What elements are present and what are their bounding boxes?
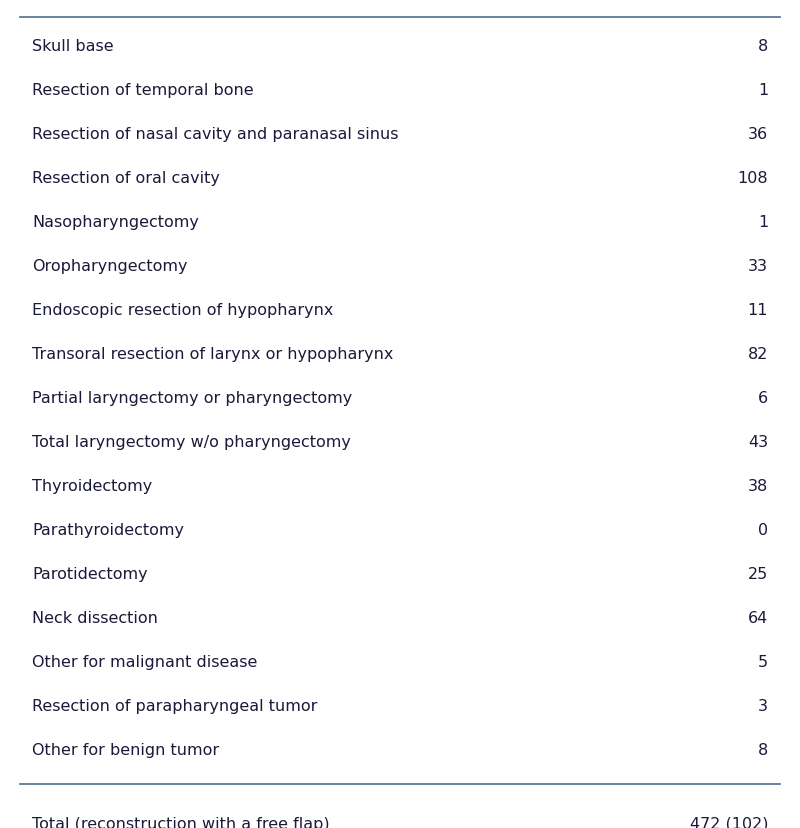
- Text: 33: 33: [748, 258, 768, 273]
- Text: Total (reconstruction with a free flap): Total (reconstruction with a free flap): [32, 816, 330, 828]
- Text: Parotidectomy: Parotidectomy: [32, 566, 148, 581]
- Text: 0: 0: [758, 522, 768, 537]
- Text: 82: 82: [748, 346, 768, 361]
- Text: Parathyroidectomy: Parathyroidectomy: [32, 522, 184, 537]
- Text: 108: 108: [738, 171, 768, 185]
- Text: Skull base: Skull base: [32, 39, 114, 54]
- Text: 36: 36: [748, 127, 768, 142]
- Text: 8: 8: [758, 742, 768, 757]
- Text: Resection of parapharyngeal tumor: Resection of parapharyngeal tumor: [32, 698, 318, 713]
- Text: Other for benign tumor: Other for benign tumor: [32, 742, 219, 757]
- Text: 38: 38: [748, 478, 768, 493]
- Text: 5: 5: [758, 654, 768, 669]
- Text: 472 (102): 472 (102): [690, 816, 768, 828]
- Text: Neck dissection: Neck dissection: [32, 610, 158, 625]
- Text: Other for malignant disease: Other for malignant disease: [32, 654, 258, 669]
- Text: 1: 1: [758, 83, 768, 98]
- Text: 1: 1: [758, 214, 768, 229]
- Text: 8: 8: [758, 39, 768, 54]
- Text: Resection of nasal cavity and paranasal sinus: Resection of nasal cavity and paranasal …: [32, 127, 398, 142]
- Text: Total laryngectomy w/o pharyngectomy: Total laryngectomy w/o pharyngectomy: [32, 434, 351, 449]
- Text: 25: 25: [748, 566, 768, 581]
- Text: Resection of oral cavity: Resection of oral cavity: [32, 171, 220, 185]
- Text: Resection of temporal bone: Resection of temporal bone: [32, 83, 254, 98]
- Text: 64: 64: [748, 610, 768, 625]
- Text: Partial laryngectomy or pharyngectomy: Partial laryngectomy or pharyngectomy: [32, 390, 352, 405]
- Text: Nasopharyngectomy: Nasopharyngectomy: [32, 214, 199, 229]
- Text: Transoral resection of larynx or hypopharynx: Transoral resection of larynx or hypopha…: [32, 346, 394, 361]
- Text: Oropharyngectomy: Oropharyngectomy: [32, 258, 187, 273]
- Text: Thyroidectomy: Thyroidectomy: [32, 478, 152, 493]
- Text: 3: 3: [758, 698, 768, 713]
- Text: 11: 11: [747, 302, 768, 317]
- Text: 6: 6: [758, 390, 768, 405]
- Text: Endoscopic resection of hypopharynx: Endoscopic resection of hypopharynx: [32, 302, 334, 317]
- Text: 43: 43: [748, 434, 768, 449]
